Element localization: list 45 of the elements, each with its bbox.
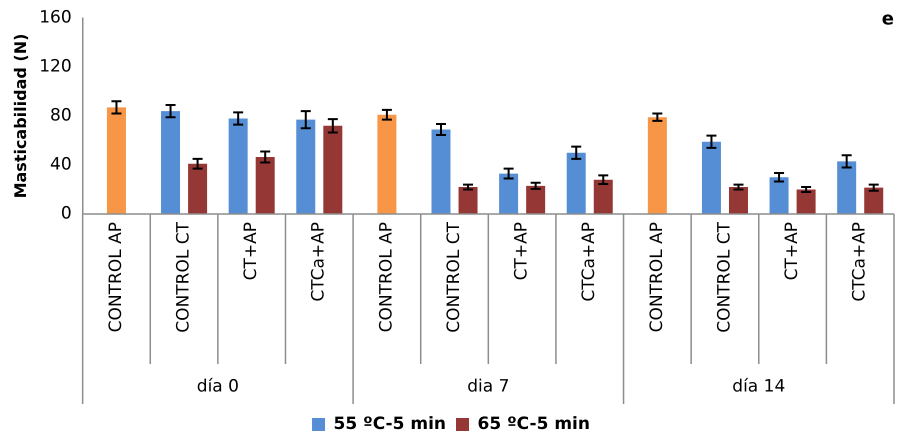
x-tick-label: CONTROL CT (173, 221, 194, 333)
text: dia 7 (467, 376, 510, 396)
x-tick-label: CT+AP (241, 222, 262, 280)
legend-label: 55 ºC-5 min (334, 414, 446, 434)
bar (864, 188, 884, 214)
bar (648, 117, 667, 214)
x-tick-label: CONTROL CT (444, 221, 464, 333)
x-tick-label: CTCa+AP (850, 222, 870, 302)
x-tick-label: CONTROL AP (646, 222, 667, 332)
x-tick-label: CTCa+AP (308, 222, 329, 302)
x-tick-label: CONTROL AP (376, 222, 396, 332)
text: día 14 (732, 376, 786, 396)
legend-label: 65 ºC-5 min (478, 414, 590, 434)
bar (499, 174, 518, 214)
y-tick-label: 160 (39, 7, 72, 28)
bar (770, 177, 789, 214)
x-tick-label: CT+AP (512, 222, 532, 280)
bar (431, 129, 450, 214)
bar (161, 111, 180, 214)
y-tick-label: 80 (50, 105, 72, 126)
x-tick-label: CONTROL AP (106, 222, 126, 332)
bar (526, 186, 546, 214)
annotation: e (882, 8, 894, 30)
bar (323, 126, 342, 214)
bar (702, 142, 721, 214)
bar (296, 120, 316, 214)
y-tick-label: 120 (39, 56, 72, 76)
x-tick-label: CONTROL CT (714, 221, 734, 333)
bar (377, 114, 396, 214)
bar (594, 180, 613, 214)
bar (458, 187, 478, 214)
bar (228, 118, 248, 214)
bar (566, 152, 586, 214)
y-tick-label: 0 (60, 203, 72, 224)
bar (256, 157, 275, 214)
y-tick-label: 40 (50, 154, 72, 174)
text: día 0 (196, 376, 239, 396)
bar (106, 107, 126, 214)
bar (796, 190, 816, 214)
x-tick-label: CT+AP (782, 222, 802, 280)
bar (837, 161, 856, 214)
bar (728, 187, 748, 214)
bar (188, 164, 208, 214)
y-axis-title: Masticabilidad (N) (10, 34, 30, 198)
x-tick-label: CTCa+AP (579, 222, 600, 302)
